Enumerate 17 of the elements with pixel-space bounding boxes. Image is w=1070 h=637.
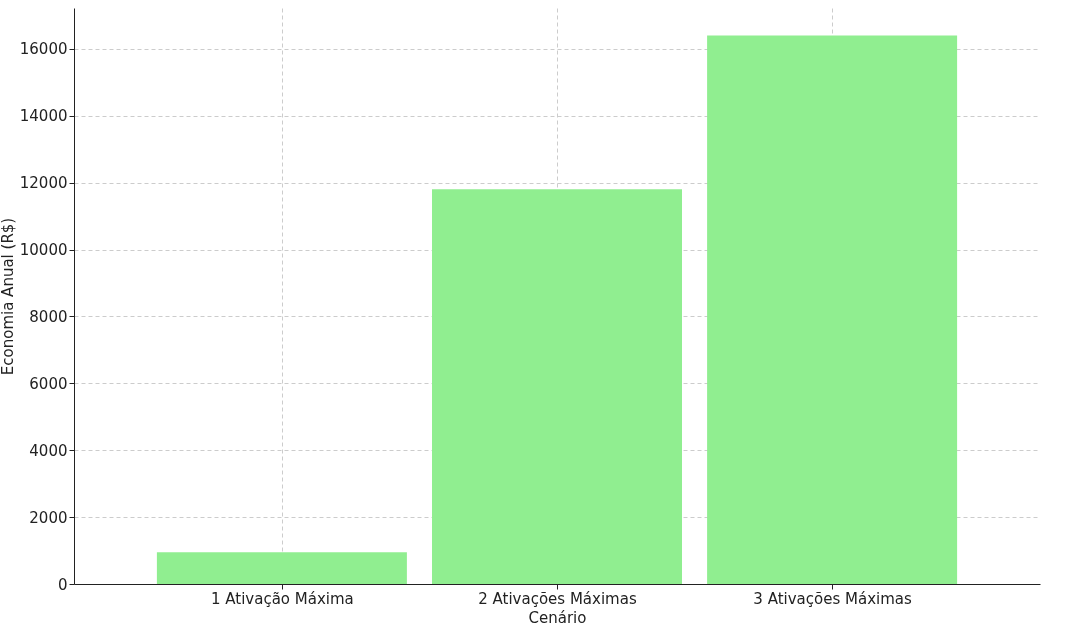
x-axis-title: Cenário: [528, 608, 587, 627]
bar: [156, 552, 407, 584]
y-axis-title: Economia Anual (R$): [0, 217, 17, 376]
bar: [432, 189, 682, 584]
y-tick-label: 8000: [29, 307, 68, 326]
x-tick-label: 1 Ativação Máxima: [210, 589, 354, 608]
y-tick-label: 0: [57, 575, 68, 594]
y-tick-label: 4000: [29, 441, 68, 460]
y-tick-label: 2000: [29, 508, 68, 527]
y-tick-label: 6000: [29, 374, 68, 393]
y-tick-label: 10000: [19, 241, 68, 260]
x-tick-label: 3 Ativações Máximas: [753, 589, 913, 608]
bar: [707, 35, 958, 584]
y-tick-label: 12000: [19, 174, 68, 193]
x-tick-label: 2 Ativações Máximas: [478, 589, 637, 608]
y-tick-label: 14000: [19, 107, 68, 126]
y-tick-label: 16000: [19, 40, 68, 59]
